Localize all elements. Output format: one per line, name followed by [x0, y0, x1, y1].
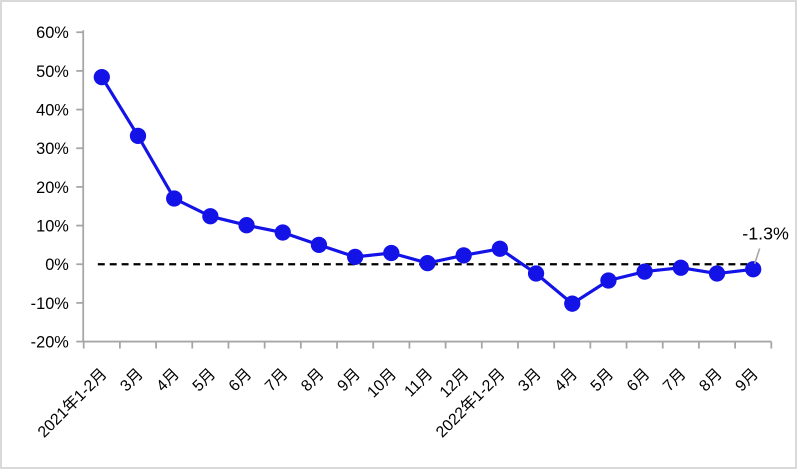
x-axis-label: 11月 — [401, 366, 436, 401]
data-point-marker — [202, 208, 219, 225]
y-axis-label: -10% — [31, 295, 69, 313]
data-point-marker — [346, 248, 364, 266]
data-point-marker — [166, 190, 183, 207]
y-axis-label: -20% — [31, 334, 69, 352]
y-axis-label: 0% — [45, 256, 69, 274]
y-axis-label: 50% — [36, 63, 69, 81]
data-point-marker — [93, 68, 110, 86]
x-axis-label: 6月 — [624, 366, 653, 395]
data-point-marker — [636, 263, 653, 280]
x-axis-label: 3月 — [117, 366, 146, 395]
x-axis-label: 3月 — [515, 366, 544, 395]
x-axis-label: 5月 — [190, 366, 219, 395]
data-point-marker — [419, 254, 436, 272]
data-point-marker — [600, 272, 617, 289]
data-point-marker — [491, 240, 509, 257]
annotation-leader-line — [753, 248, 761, 265]
y-axis-label: 60% — [36, 24, 69, 42]
x-axis-label: 8月 — [696, 366, 725, 395]
x-axis-label: 7月 — [262, 366, 291, 395]
data-point-marker — [129, 127, 147, 144]
data-point-marker — [455, 247, 472, 264]
annotation-label: -1.3% — [742, 224, 789, 244]
data-point-marker — [527, 265, 545, 282]
x-axis-label: 9月 — [334, 366, 363, 395]
y-axis-label: 20% — [36, 179, 69, 197]
x-axis-label: 2021年1-2月 — [34, 365, 110, 441]
data-point-marker — [708, 265, 726, 282]
data-point-marker — [672, 259, 689, 276]
x-axis-label: 4月 — [153, 366, 182, 395]
data-point-marker — [564, 295, 581, 312]
x-axis-label: 10月 — [364, 366, 400, 402]
x-axis-label: 8月 — [298, 366, 327, 395]
data-point-marker — [274, 224, 291, 241]
x-axis-label: 6月 — [226, 366, 255, 395]
x-axis-label: 9月 — [732, 366, 761, 395]
x-axis-label: 7月 — [660, 366, 689, 395]
y-axis-label: 30% — [36, 140, 69, 158]
y-axis-label: 10% — [36, 218, 69, 236]
data-point-marker — [238, 217, 255, 234]
data-point-marker — [310, 236, 328, 254]
data-point-marker — [745, 261, 762, 278]
y-axis-label: 40% — [36, 102, 69, 120]
x-axis-label: 4月 — [552, 366, 581, 395]
data-point-marker — [383, 244, 400, 262]
x-axis-label: 5月 — [588, 366, 617, 395]
